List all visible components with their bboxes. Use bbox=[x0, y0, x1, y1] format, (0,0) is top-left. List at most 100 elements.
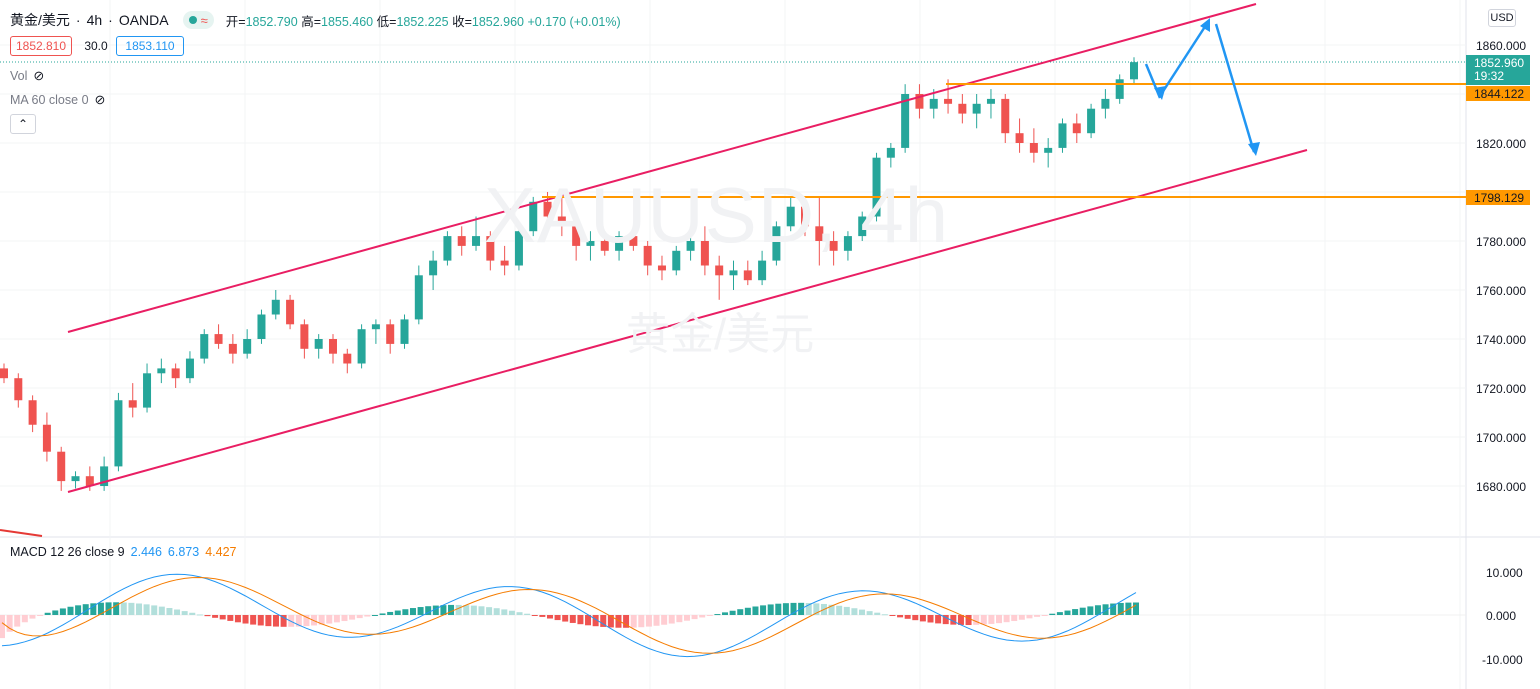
candle-body bbox=[328, 339, 337, 354]
ma-indicator[interactable]: MA 60 close 0 ⊘ bbox=[10, 92, 105, 108]
candle-body bbox=[457, 236, 466, 246]
symbol-header: 黄金/美元 · 4h · OANDA ≈ 开=1852.790 高=1855.4… bbox=[10, 10, 621, 30]
candle-body bbox=[429, 260, 438, 276]
macd-histogram-bar bbox=[425, 606, 432, 615]
macd-histogram-bar bbox=[364, 615, 371, 617]
candle-body bbox=[672, 250, 681, 271]
macd-histogram-bar bbox=[82, 604, 89, 615]
macd-histogram-bar bbox=[52, 610, 59, 615]
macd-histogram-bar bbox=[417, 607, 424, 615]
macd-histogram-bar bbox=[919, 615, 926, 622]
macd-histogram bbox=[0, 573, 1139, 658]
macd-histogram-bar bbox=[166, 608, 173, 615]
macd-histogram-bar bbox=[1110, 603, 1117, 615]
volume-indicator[interactable]: Vol ⊘ bbox=[10, 68, 44, 84]
candle-body bbox=[243, 339, 252, 354]
macd-histogram-bar bbox=[843, 606, 850, 615]
candle-body bbox=[500, 260, 509, 266]
open-value: 1852.790 bbox=[245, 14, 298, 29]
macd-histogram-bar bbox=[539, 615, 546, 617]
low-label: 低= bbox=[376, 14, 397, 29]
candle-body bbox=[185, 358, 194, 379]
price-tick: 1680.000 bbox=[1476, 480, 1527, 494]
currency-button[interactable]: USD bbox=[1488, 9, 1516, 27]
macd-histogram-bar bbox=[250, 615, 257, 625]
macd-histogram-bar bbox=[729, 610, 736, 615]
macd-histogram-bar bbox=[105, 602, 112, 615]
price-tick: 1700.000 bbox=[1476, 431, 1527, 445]
macd-histogram-bar bbox=[143, 604, 150, 615]
candle-body bbox=[0, 368, 8, 379]
macd-histogram-bar bbox=[615, 615, 622, 628]
macd-histogram-bar bbox=[973, 615, 980, 625]
close-value: 1852.960 bbox=[471, 14, 525, 29]
macd-histogram-bar bbox=[577, 615, 584, 625]
macd-histogram-bar bbox=[97, 602, 104, 615]
candle-body bbox=[915, 94, 924, 109]
macd-histogram-bar bbox=[1087, 606, 1094, 615]
candle-body bbox=[815, 226, 824, 241]
macd-histogram-bar bbox=[562, 615, 569, 622]
hidden-eye-icon[interactable]: ⊘ bbox=[94, 92, 106, 107]
candle-body bbox=[686, 241, 695, 251]
macd-histogram-bar bbox=[318, 615, 325, 625]
candle-body bbox=[71, 476, 80, 482]
macd-histogram-bar bbox=[440, 605, 447, 615]
macd-histogram-bar bbox=[607, 615, 614, 628]
macd-histogram-bar bbox=[912, 615, 919, 621]
macd-histogram-bar bbox=[638, 615, 645, 628]
hidden-eye-icon[interactable]: ⊘ bbox=[33, 68, 45, 83]
macd-histogram-bar bbox=[1041, 615, 1048, 616]
drawings-layer[interactable] bbox=[0, 3, 1466, 537]
candle-body bbox=[314, 339, 323, 349]
candle-body bbox=[901, 94, 910, 148]
interval-label[interactable]: 4h bbox=[86, 12, 103, 28]
macd-histogram-bar bbox=[21, 615, 28, 623]
macd-histogram-bar bbox=[135, 603, 142, 615]
chevron-up-icon: ⌃ bbox=[17, 117, 29, 131]
buy-button[interactable]: 1853.110 bbox=[116, 36, 184, 56]
macd-histogram-bar bbox=[661, 615, 668, 625]
level-tag-lower[interactable]: 1798.129 bbox=[1466, 190, 1530, 205]
macd-histogram-bar bbox=[645, 615, 652, 627]
macd-histogram-bar bbox=[881, 614, 888, 616]
arrowhead bbox=[1200, 18, 1210, 32]
candle-body bbox=[214, 334, 223, 344]
macd-histogram-bar bbox=[181, 611, 188, 615]
bar-countdown: 19:32 bbox=[1474, 69, 1505, 83]
candle-body bbox=[1072, 123, 1081, 134]
candle-body bbox=[171, 368, 180, 379]
macd-histogram-bar bbox=[760, 605, 767, 615]
market-status[interactable]: ≈ bbox=[182, 11, 214, 29]
arrowhead bbox=[1248, 142, 1260, 156]
candle-body bbox=[958, 103, 967, 114]
macd-histogram-bar bbox=[988, 615, 995, 624]
macd-histogram-bar bbox=[204, 615, 211, 617]
candle-body bbox=[14, 378, 23, 401]
candle-body bbox=[357, 329, 366, 364]
broker-label: OANDA bbox=[118, 12, 169, 28]
collapse-legend-button[interactable]: ⌃ bbox=[10, 114, 36, 134]
sell-button[interactable]: 1852.810 bbox=[10, 36, 72, 56]
candle-body bbox=[443, 236, 452, 261]
macd-label: MACD 12 26 close 9 bbox=[10, 545, 125, 559]
macd-legend[interactable]: MACD 12 26 close 9 2.446 6.873 4.427 bbox=[10, 545, 236, 559]
macd-histogram-bar bbox=[957, 615, 964, 625]
macd-histogram-bar bbox=[1034, 615, 1041, 617]
macd-histogram-bar bbox=[859, 609, 866, 615]
price-tick: 1820.000 bbox=[1476, 137, 1527, 151]
macd-histogram-bar bbox=[14, 615, 21, 627]
channel-upper-trendline bbox=[67, 3, 1257, 333]
macd-value: 2.446 bbox=[130, 545, 162, 559]
high-value: 1855.460 bbox=[321, 14, 374, 29]
macd-histogram-bar bbox=[1133, 602, 1139, 615]
level-tag-upper[interactable]: 1844.122 bbox=[1466, 86, 1530, 101]
candle-body bbox=[472, 236, 481, 246]
macd-tick: 10.000 bbox=[1486, 566, 1523, 580]
macd-histogram-bar bbox=[630, 615, 637, 628]
volume-label: Vol bbox=[10, 69, 28, 83]
candle-body bbox=[772, 226, 781, 261]
macd-histogram-bar bbox=[151, 605, 158, 615]
symbol-name[interactable]: 黄金/美元 bbox=[10, 12, 70, 28]
